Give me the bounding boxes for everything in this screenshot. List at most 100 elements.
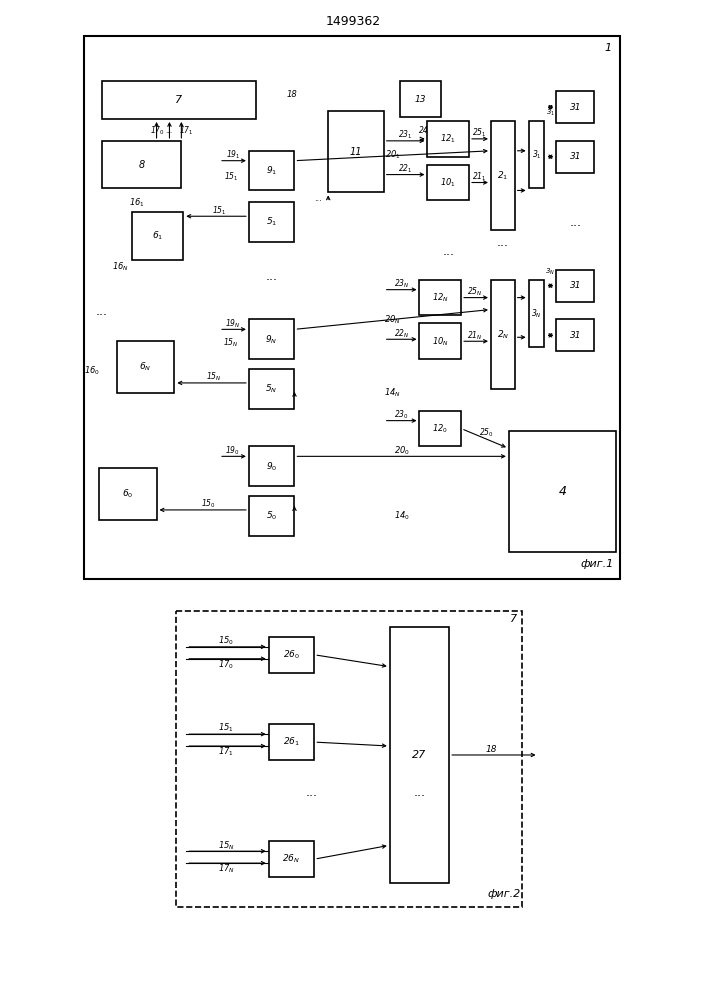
- Text: 15$_N$: 15$_N$: [206, 371, 222, 383]
- Text: фиг.2: фиг.2: [487, 889, 520, 899]
- Text: 26$_N$: 26$_N$: [282, 853, 300, 865]
- Text: 5$_1$: 5$_1$: [266, 216, 277, 228]
- Text: 5$_N$: 5$_N$: [265, 383, 278, 395]
- Text: 15$_1$: 15$_1$: [211, 204, 226, 217]
- Text: 26$_0$: 26$_0$: [283, 649, 300, 661]
- Text: 1: 1: [604, 43, 612, 53]
- Bar: [269, 637, 315, 673]
- Text: 3$_1$: 3$_1$: [546, 108, 555, 118]
- Text: 31: 31: [570, 331, 581, 340]
- Text: 26$_1$: 26$_1$: [283, 736, 300, 748]
- Text: 14$_N$: 14$_N$: [384, 387, 401, 399]
- Text: 25$_N$: 25$_N$: [467, 285, 483, 298]
- Text: 9$_0$: 9$_0$: [266, 460, 277, 473]
- Text: 31: 31: [570, 281, 581, 290]
- Text: 9$_1$: 9$_1$: [266, 164, 277, 177]
- Text: 15$_N$: 15$_N$: [218, 839, 235, 852]
- Text: 12$_0$: 12$_0$: [432, 422, 448, 435]
- Bar: [269, 841, 315, 877]
- Text: 7: 7: [175, 95, 182, 105]
- Bar: [249, 446, 295, 486]
- Text: 13: 13: [415, 95, 426, 104]
- Bar: [419, 280, 461, 315]
- Text: 24: 24: [419, 126, 428, 135]
- Bar: [529, 121, 544, 188]
- Text: ...: ...: [414, 786, 426, 799]
- Text: ...: ...: [443, 245, 455, 258]
- Text: ...: ...: [165, 126, 173, 135]
- Bar: [132, 212, 183, 260]
- Bar: [102, 81, 256, 119]
- Text: 7: 7: [510, 614, 517, 624]
- Bar: [249, 151, 295, 190]
- Text: 20$_N$: 20$_N$: [384, 313, 401, 326]
- Text: 17$_N$: 17$_N$: [218, 863, 235, 875]
- Text: ...: ...: [497, 236, 509, 249]
- Text: 19$_1$: 19$_1$: [226, 148, 240, 161]
- Bar: [399, 81, 441, 117]
- Text: 16$_N$: 16$_N$: [112, 261, 129, 273]
- Text: 15$_N$: 15$_N$: [223, 337, 239, 349]
- Text: 3$_N$: 3$_N$: [545, 267, 556, 277]
- Text: 22$_N$: 22$_N$: [394, 327, 409, 340]
- Text: 16$_1$: 16$_1$: [129, 196, 145, 209]
- Bar: [509, 431, 616, 552]
- Bar: [84, 36, 620, 579]
- Text: 25$_0$: 25$_0$: [479, 426, 494, 439]
- Text: 2$_N$: 2$_N$: [496, 328, 509, 341]
- Bar: [428, 121, 469, 157]
- Text: 16$_0$: 16$_0$: [84, 365, 100, 377]
- Bar: [556, 270, 594, 302]
- Text: 15$_1$: 15$_1$: [218, 722, 234, 734]
- Text: 5$_0$: 5$_0$: [266, 510, 277, 522]
- Text: 15$_0$: 15$_0$: [201, 498, 216, 510]
- Text: 19$_0$: 19$_0$: [226, 444, 240, 457]
- Bar: [556, 91, 594, 123]
- Text: фиг.1: фиг.1: [580, 559, 614, 569]
- Text: 10$_N$: 10$_N$: [432, 335, 449, 348]
- Text: 15$_0$: 15$_0$: [218, 635, 234, 647]
- Text: 19$_N$: 19$_N$: [225, 317, 241, 330]
- Bar: [249, 319, 295, 359]
- Bar: [419, 411, 461, 446]
- Text: 11: 11: [350, 147, 362, 157]
- Text: 6$_1$: 6$_1$: [152, 230, 163, 242]
- Text: 6$_0$: 6$_0$: [122, 488, 134, 500]
- Bar: [390, 627, 449, 883]
- Text: 12$_1$: 12$_1$: [440, 133, 456, 145]
- Text: 20$_0$: 20$_0$: [394, 444, 409, 457]
- Bar: [99, 468, 156, 520]
- Text: 12$_N$: 12$_N$: [432, 291, 449, 304]
- Text: 25$_1$: 25$_1$: [472, 127, 486, 139]
- Bar: [529, 280, 544, 347]
- Text: 4: 4: [559, 485, 566, 498]
- Bar: [419, 323, 461, 359]
- Text: 15$_1$: 15$_1$: [223, 170, 238, 183]
- Text: 31: 31: [570, 152, 581, 161]
- Text: 17$_0$: 17$_0$: [218, 658, 234, 671]
- Text: ...: ...: [305, 786, 317, 799]
- Bar: [269, 724, 315, 760]
- Bar: [491, 280, 515, 389]
- Bar: [177, 611, 522, 907]
- Text: ...: ...: [96, 305, 108, 318]
- Text: 2$_1$: 2$_1$: [497, 169, 508, 182]
- Text: 23$_1$: 23$_1$: [398, 129, 413, 141]
- Text: 9$_N$: 9$_N$: [265, 333, 278, 346]
- Bar: [328, 111, 384, 192]
- Text: ...: ...: [266, 270, 278, 283]
- Text: 27: 27: [412, 750, 426, 760]
- Text: ...: ...: [569, 216, 581, 229]
- Text: 31: 31: [570, 103, 581, 112]
- Text: 20$_1$: 20$_1$: [385, 148, 401, 161]
- Text: 17$_0$: 17$_0$: [150, 125, 165, 137]
- Bar: [249, 496, 295, 536]
- Bar: [491, 121, 515, 230]
- Text: 3$_1$: 3$_1$: [532, 148, 542, 161]
- Text: 21$_1$: 21$_1$: [472, 170, 486, 183]
- Text: 22$_1$: 22$_1$: [398, 162, 413, 175]
- Text: 1499362: 1499362: [325, 15, 380, 28]
- Bar: [249, 202, 295, 242]
- Bar: [102, 141, 182, 188]
- Text: ...: ...: [315, 194, 322, 203]
